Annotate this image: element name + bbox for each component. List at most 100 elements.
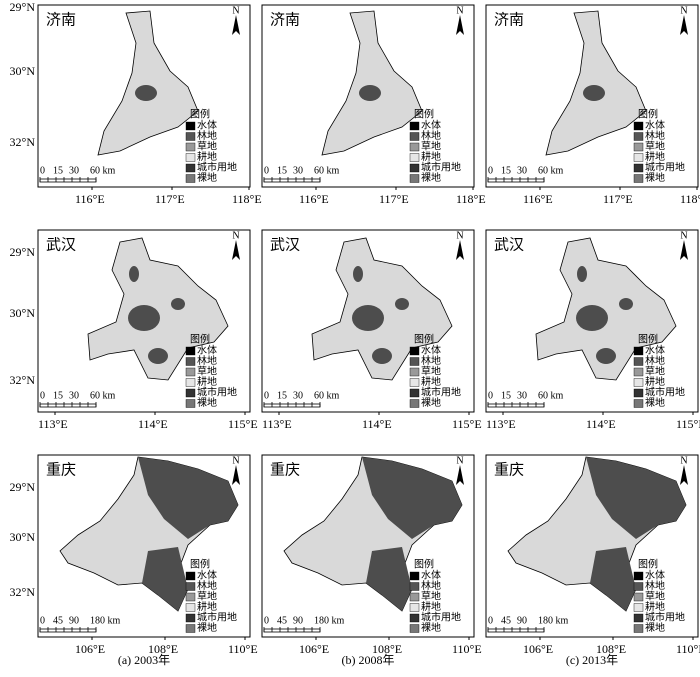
legend-item: 草地 bbox=[197, 139, 217, 152]
lon-label: 116°E bbox=[75, 192, 105, 206]
legend-item: 林地 bbox=[421, 129, 441, 142]
legend-swatch bbox=[185, 613, 196, 623]
land-use-patch bbox=[366, 547, 412, 611]
legend-item: 草地 bbox=[197, 364, 217, 377]
scale-label: 15 bbox=[501, 165, 511, 176]
lat-label: 30°N bbox=[10, 530, 36, 544]
legend-swatch bbox=[185, 388, 196, 398]
legend-item: 城市用地 bbox=[645, 160, 685, 173]
scale-label: 30 bbox=[517, 165, 527, 176]
legend-item: 城市用地 bbox=[197, 385, 237, 398]
legend-item: 耕地 bbox=[197, 375, 217, 388]
scale-label: 0 bbox=[264, 615, 269, 626]
legend-item: 耕地 bbox=[645, 600, 665, 613]
land-use-patch bbox=[142, 547, 188, 611]
legend-item: 林地 bbox=[421, 354, 441, 367]
north-arrow bbox=[456, 465, 464, 485]
scale-label: 0 bbox=[40, 615, 45, 626]
scale-label: 90 bbox=[69, 615, 79, 626]
north-label: N bbox=[232, 455, 239, 466]
legend-title: 图例 bbox=[190, 107, 210, 120]
land-use-patch bbox=[135, 85, 157, 101]
north-label: N bbox=[232, 230, 239, 241]
legend-swatch bbox=[633, 121, 644, 131]
legend-item: 水体 bbox=[197, 119, 217, 131]
lon-label: 114°E bbox=[138, 417, 168, 431]
legend-swatch bbox=[409, 624, 420, 633]
legend-item: 裸地 bbox=[645, 621, 665, 634]
region-outline bbox=[545, 10, 647, 156]
land-use-patch bbox=[576, 305, 608, 331]
legend-swatch bbox=[633, 357, 644, 366]
region-outline bbox=[311, 237, 453, 381]
legend-item: 城市用地 bbox=[645, 385, 685, 398]
legend-swatch bbox=[409, 399, 420, 408]
legend-swatch bbox=[409, 603, 420, 612]
legend-swatch bbox=[185, 174, 196, 183]
legend-swatch bbox=[185, 367, 196, 377]
land-use-patch bbox=[171, 298, 185, 310]
scale-label: 60 km bbox=[314, 390, 340, 401]
legend-item: 林地 bbox=[645, 354, 665, 367]
north-arrow bbox=[680, 240, 688, 260]
legend-swatch bbox=[409, 571, 420, 581]
north-arrow bbox=[232, 240, 240, 260]
legend-title: 图例 bbox=[190, 557, 210, 570]
scale-label: 0 bbox=[264, 165, 269, 176]
north-arrow bbox=[456, 240, 464, 260]
legend-swatch bbox=[409, 378, 420, 387]
scale-label: 60 km bbox=[314, 165, 340, 176]
land-use-patch bbox=[148, 348, 168, 364]
scale-label: 30 bbox=[293, 390, 303, 401]
legend-swatch bbox=[409, 582, 420, 591]
lon-label: 113°E bbox=[38, 417, 68, 431]
legend-swatch bbox=[409, 346, 420, 356]
legend-item: 水体 bbox=[421, 344, 441, 356]
scale-label: 15 bbox=[501, 390, 511, 401]
scale-label: 30 bbox=[517, 390, 527, 401]
legend-title: 图例 bbox=[414, 107, 434, 120]
legend-item: 草地 bbox=[645, 139, 665, 152]
legend-swatch bbox=[633, 153, 644, 162]
lat-label: 29°N bbox=[10, 480, 36, 494]
legend-swatch bbox=[409, 153, 420, 162]
land-use-patch bbox=[590, 547, 636, 611]
lon-label: 106°E bbox=[75, 642, 105, 656]
north-label: N bbox=[456, 5, 463, 16]
legend-swatch bbox=[185, 571, 196, 581]
city-name: 重庆 bbox=[270, 461, 300, 478]
scale-label: 180 km bbox=[314, 615, 345, 626]
lon-label: 117°E bbox=[603, 192, 633, 206]
north-arrow bbox=[232, 465, 240, 485]
legend-item: 草地 bbox=[421, 364, 441, 377]
legend-swatch bbox=[409, 388, 420, 398]
north-arrow bbox=[680, 465, 688, 485]
legend-swatch bbox=[185, 132, 196, 141]
legend-item: 裸地 bbox=[645, 396, 665, 409]
scale-label: 0 bbox=[264, 390, 269, 401]
legend-item: 裸地 bbox=[197, 171, 217, 184]
north-label: N bbox=[456, 455, 463, 466]
city-name: 济南 bbox=[494, 11, 524, 28]
lon-label: 117°E bbox=[155, 192, 185, 206]
scale-label: 60 km bbox=[538, 390, 564, 401]
legend-item: 草地 bbox=[645, 589, 665, 602]
legend-swatch bbox=[185, 153, 196, 162]
legend-item: 草地 bbox=[421, 139, 441, 152]
land-use-patch bbox=[352, 305, 384, 331]
panel-caption: (b) 2008年 bbox=[342, 653, 395, 667]
scale-label: 90 bbox=[293, 615, 303, 626]
land-use-patch bbox=[128, 305, 160, 331]
scale-label: 15 bbox=[277, 165, 287, 176]
scale-label: 0 bbox=[40, 390, 45, 401]
legend-item: 林地 bbox=[197, 354, 217, 367]
north-label: N bbox=[456, 230, 463, 241]
legend-item: 裸地 bbox=[421, 171, 441, 184]
legend-item: 水体 bbox=[197, 344, 217, 356]
legend-item: 城市用地 bbox=[421, 610, 461, 623]
legend-item: 耕地 bbox=[197, 600, 217, 613]
legend-swatch bbox=[185, 592, 196, 602]
